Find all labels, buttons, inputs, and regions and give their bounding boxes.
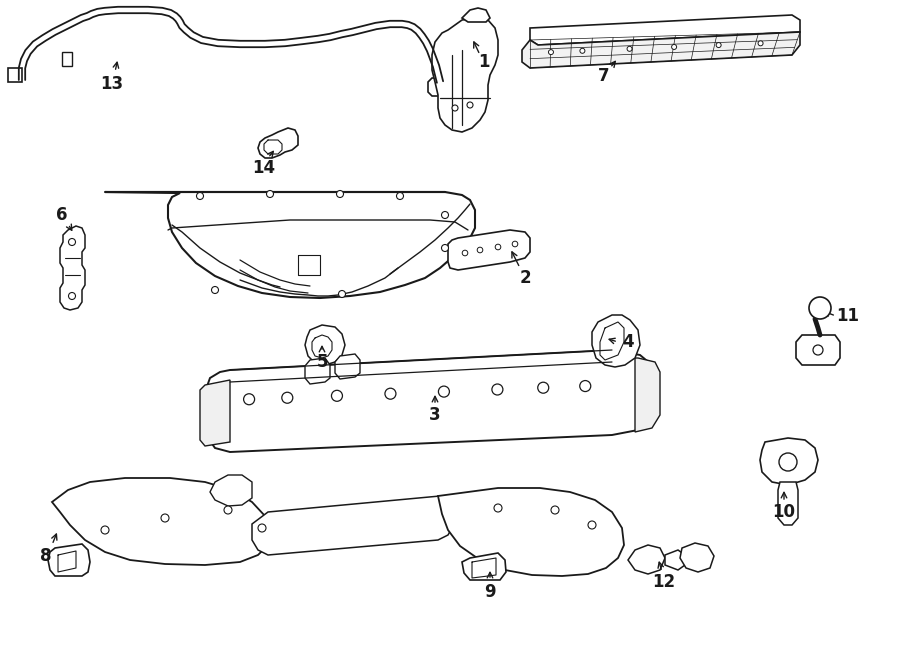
Circle shape — [101, 526, 109, 534]
Polygon shape — [305, 325, 345, 365]
Circle shape — [258, 524, 266, 532]
Polygon shape — [796, 335, 840, 365]
Polygon shape — [592, 315, 640, 367]
Polygon shape — [778, 482, 798, 525]
Polygon shape — [530, 15, 800, 45]
Polygon shape — [438, 488, 624, 576]
Circle shape — [467, 102, 473, 108]
Polygon shape — [205, 350, 658, 452]
Polygon shape — [62, 52, 72, 66]
Polygon shape — [48, 544, 90, 576]
Polygon shape — [448, 230, 530, 270]
Circle shape — [512, 241, 517, 247]
Polygon shape — [60, 226, 85, 310]
Text: 12: 12 — [652, 573, 676, 591]
Text: 14: 14 — [252, 159, 275, 177]
Circle shape — [397, 192, 403, 200]
Polygon shape — [665, 550, 685, 570]
Text: 2: 2 — [519, 269, 531, 287]
Circle shape — [331, 390, 343, 401]
Circle shape — [813, 345, 823, 355]
Polygon shape — [760, 438, 818, 485]
Polygon shape — [628, 545, 665, 574]
Circle shape — [161, 514, 169, 522]
Text: 1: 1 — [478, 53, 490, 71]
Circle shape — [758, 41, 763, 46]
Circle shape — [224, 506, 232, 514]
Circle shape — [627, 46, 632, 52]
Circle shape — [68, 293, 76, 299]
Text: 8: 8 — [40, 547, 52, 565]
Circle shape — [244, 394, 255, 405]
Polygon shape — [252, 496, 452, 555]
Circle shape — [580, 48, 585, 54]
Text: 11: 11 — [836, 307, 860, 325]
Text: 6: 6 — [56, 206, 68, 224]
Polygon shape — [105, 192, 475, 298]
Polygon shape — [462, 8, 490, 22]
Text: 10: 10 — [772, 503, 796, 521]
Polygon shape — [680, 543, 714, 572]
Circle shape — [266, 190, 274, 198]
Circle shape — [477, 247, 482, 253]
Circle shape — [337, 190, 344, 198]
Circle shape — [442, 212, 448, 219]
Circle shape — [338, 290, 346, 297]
Polygon shape — [432, 18, 498, 132]
Polygon shape — [210, 475, 252, 506]
Polygon shape — [335, 354, 360, 379]
Text: 7: 7 — [598, 67, 610, 85]
Circle shape — [588, 521, 596, 529]
Circle shape — [537, 382, 549, 393]
Circle shape — [494, 504, 502, 512]
Polygon shape — [462, 553, 506, 580]
Text: 3: 3 — [429, 406, 441, 424]
Polygon shape — [8, 68, 22, 82]
Polygon shape — [305, 358, 330, 384]
Circle shape — [580, 381, 590, 391]
Circle shape — [463, 251, 468, 256]
Circle shape — [548, 50, 554, 55]
Circle shape — [452, 105, 458, 111]
Polygon shape — [428, 78, 450, 96]
Circle shape — [809, 297, 831, 319]
Circle shape — [492, 384, 503, 395]
Circle shape — [716, 42, 721, 48]
Polygon shape — [52, 478, 270, 565]
Polygon shape — [522, 32, 800, 68]
Circle shape — [671, 44, 677, 50]
Circle shape — [779, 453, 797, 471]
Circle shape — [551, 506, 559, 514]
Polygon shape — [635, 358, 660, 432]
Circle shape — [282, 392, 292, 403]
Circle shape — [442, 245, 448, 251]
Text: 4: 4 — [622, 333, 634, 351]
Circle shape — [438, 386, 449, 397]
Circle shape — [196, 192, 203, 200]
Text: 13: 13 — [101, 75, 123, 93]
Circle shape — [68, 239, 76, 245]
Polygon shape — [258, 128, 298, 158]
Text: 9: 9 — [484, 583, 496, 601]
Circle shape — [385, 388, 396, 399]
Text: 5: 5 — [316, 353, 328, 371]
Circle shape — [495, 244, 500, 250]
Circle shape — [212, 286, 219, 293]
Polygon shape — [200, 380, 230, 446]
